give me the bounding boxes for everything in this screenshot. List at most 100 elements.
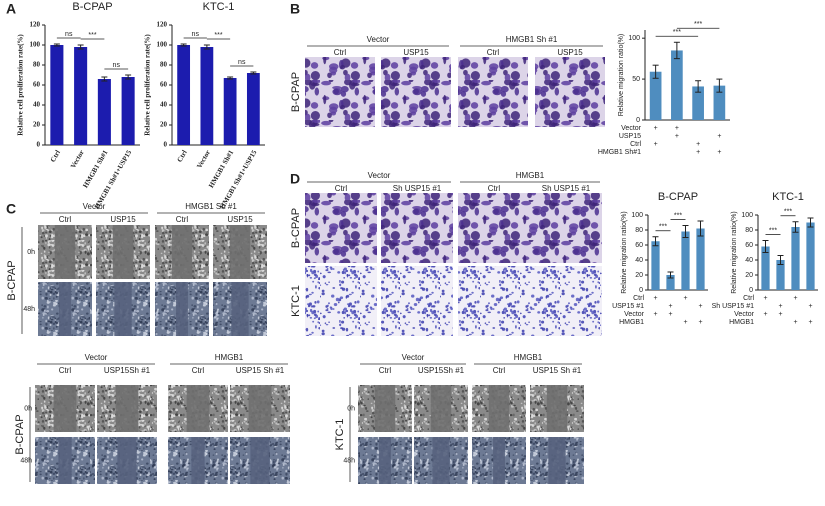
y-tick-label: 40 [635, 257, 643, 264]
condition-mark: + [717, 133, 721, 140]
significance-label: ns [238, 59, 246, 66]
column-label: USP15Sh #1 [104, 366, 151, 375]
micrograph [305, 193, 377, 263]
wound-gap [117, 437, 137, 484]
error-bar [125, 74, 132, 80]
bar [651, 241, 660, 290]
wound-gap [374, 385, 396, 432]
significance-label: *** [673, 29, 681, 36]
time-label: 0h [347, 405, 355, 412]
y-tick-label: 20 [33, 121, 41, 129]
panel-letter: A [6, 1, 16, 17]
x-tick-label: Ctrl [176, 149, 189, 164]
y-tick-label: 40 [33, 101, 41, 109]
group-label: Vector [368, 171, 391, 180]
micrograph [305, 266, 377, 336]
y-tick-label: 60 [33, 81, 41, 89]
y-tick-label: 100 [631, 212, 643, 219]
column-label: Ctrl [59, 215, 72, 224]
error-bar [227, 76, 234, 80]
significance-label: *** [88, 32, 96, 39]
y-tick-label: 100 [741, 212, 753, 219]
column-label: Ctrl [488, 184, 501, 193]
condition-mark: + [763, 295, 767, 302]
bar [806, 222, 815, 290]
x-tick-label: Vector [195, 149, 212, 170]
wound-gap [191, 437, 205, 484]
column-label: Sh USP15 #1 [542, 184, 591, 193]
panel-letter: D [290, 171, 300, 187]
wound-gap [546, 385, 568, 432]
group-label: HMGB1 [516, 171, 545, 180]
error-bar [652, 64, 659, 79]
y-tick-label: 60 [160, 81, 168, 89]
significance-label: *** [769, 227, 777, 234]
condition-mark: + [808, 319, 812, 326]
bar [223, 78, 237, 145]
column-label: Sh USP15 #1 [393, 184, 442, 193]
y-tick-label: 40 [160, 101, 168, 109]
y-axis-label: Relative migration ratio(%) [621, 211, 628, 293]
significance-label: *** [784, 209, 792, 216]
condition-label: Ctrl [743, 295, 754, 302]
time-label: 0h [24, 405, 32, 412]
y-tick-label: 100 [30, 41, 41, 49]
condition-mark: + [717, 149, 721, 156]
bar [97, 79, 111, 145]
y-tick-label: 60 [745, 242, 753, 249]
condition-label: USP15 [619, 133, 641, 140]
panel-letter: C [6, 201, 16, 217]
condition-mark: + [654, 125, 658, 132]
condition-mark: + [698, 319, 702, 326]
condition-label: Ctrl [630, 141, 641, 148]
bar [666, 275, 675, 290]
column-label: Ctrl [192, 366, 205, 375]
micrograph [381, 266, 453, 336]
y-tick-label: 20 [745, 272, 753, 279]
column-label: Ctrl [335, 184, 348, 193]
condition-mark: + [668, 311, 672, 318]
wound-gap [493, 437, 505, 484]
micrograph [381, 57, 451, 127]
y-tick-label: 40 [745, 257, 753, 264]
condition-label: HMGB1 [619, 319, 644, 326]
time-label: 0h [27, 249, 35, 256]
condition-mark: + [675, 133, 679, 140]
x-tick-label: Ctrl [49, 149, 62, 164]
bar [200, 47, 214, 145]
condition-mark: + [654, 141, 658, 148]
significance-label: *** [659, 224, 667, 231]
y-tick-label: 120 [157, 21, 168, 29]
bar [50, 45, 64, 145]
significance-label: *** [674, 212, 682, 219]
wound-gap [59, 282, 71, 336]
error-bar [673, 41, 680, 60]
y-tick-label: 100 [628, 35, 640, 42]
group-label: Vector [83, 202, 106, 211]
column-label: USP15 [403, 48, 429, 57]
condition-mark: + [696, 141, 700, 148]
y-tick-label: 0 [164, 141, 168, 149]
wound-gap [379, 437, 391, 484]
chart-title: B-CPAP [658, 191, 698, 203]
y-tick-label: 50 [632, 76, 640, 83]
condition-label: Sh USP15 #1 [712, 303, 755, 310]
column-label: USP15Sh #1 [418, 366, 465, 375]
micrograph [305, 57, 375, 127]
significance-label: ns [192, 31, 200, 38]
wound-gap [229, 225, 251, 279]
micrograph [530, 193, 602, 263]
column-label: Ctrl [487, 48, 500, 57]
condition-mark: + [696, 149, 700, 156]
time-label: 48h [343, 457, 355, 464]
error-bar [762, 240, 769, 253]
significance-label: *** [214, 32, 222, 39]
condition-label: Ctrl [633, 295, 644, 302]
y-tick-label: 20 [160, 121, 168, 129]
y-tick-label: 20 [635, 272, 643, 279]
column-label: Ctrl [334, 48, 347, 57]
micrograph [458, 193, 530, 263]
condition-mark: + [808, 303, 812, 310]
significance-label: ns [113, 62, 121, 69]
